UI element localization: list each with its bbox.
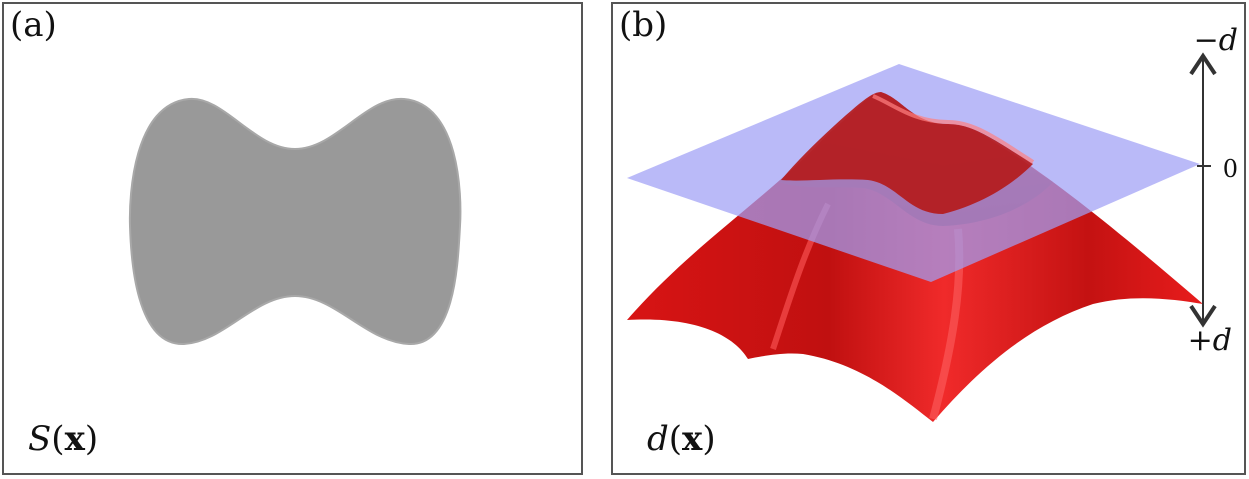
caption-symbol-s: S xyxy=(28,419,52,459)
caption-symbol-d: d xyxy=(647,419,669,459)
axis-top-label: −d xyxy=(1193,23,1238,58)
surface-crest-highlight xyxy=(872,94,1035,164)
axis-bottom-label: +d xyxy=(1187,323,1232,358)
caption-arg-x: x xyxy=(64,419,85,459)
caption-arg-x: x xyxy=(682,419,703,459)
panel-a-label: (a) xyxy=(10,5,57,45)
panel-a-caption: S(x) xyxy=(28,419,99,459)
panel-b-caption: d(x) xyxy=(647,419,716,459)
shape-s xyxy=(128,97,462,346)
panel-b-label: (b) xyxy=(619,5,668,45)
axis-zero-label: 0 xyxy=(1222,155,1238,183)
panel-b: (b) −d 0 +d d(x) xyxy=(611,2,1246,475)
shape-s-figure xyxy=(128,97,462,346)
axis-arrow-up xyxy=(1189,52,1217,76)
axis-arrow-down xyxy=(1189,304,1217,328)
surface-above-plane xyxy=(781,92,1033,214)
panel-a: (a) S(x) xyxy=(2,2,583,475)
surface-figure xyxy=(627,52,1217,422)
